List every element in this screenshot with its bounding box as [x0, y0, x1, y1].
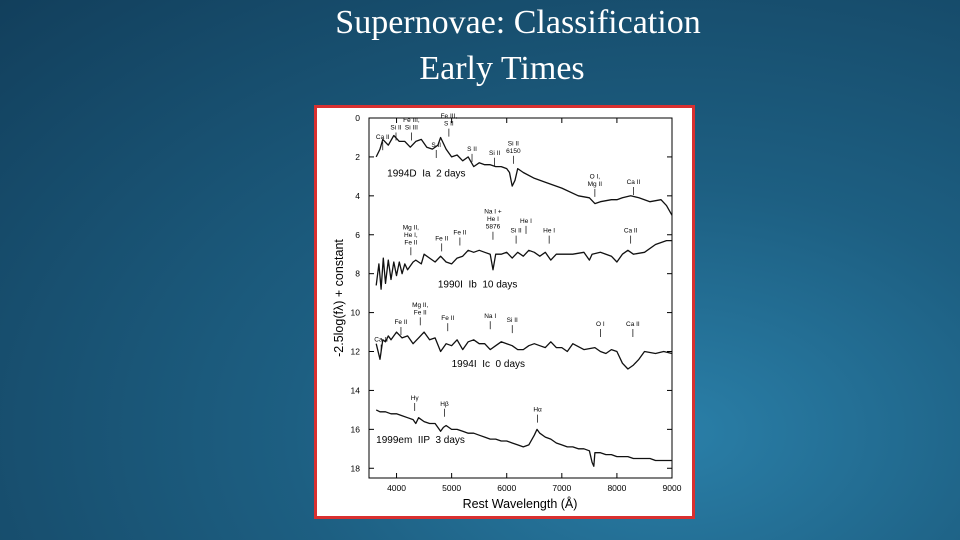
annotation-label: S II: [431, 142, 441, 149]
annotation-label: Mg II: [588, 181, 603, 188]
x-tick-label: 7000: [552, 483, 571, 493]
series-label: 1994I Ic 0 days: [452, 359, 525, 370]
y-tick-label: 4: [355, 191, 360, 201]
annotation-label: He I: [543, 228, 555, 235]
x-tick-label: 4000: [387, 483, 406, 493]
annotation-label: Hα: [533, 407, 542, 414]
annotation-label: He I: [487, 216, 499, 223]
annotation-label: Si II: [508, 140, 519, 147]
series-label: 1999em IIP 3 days: [376, 435, 465, 446]
annotation-label: Fe II: [441, 315, 454, 322]
y-tick-label: 6: [355, 230, 360, 240]
series-label: 1990I Ib 10 days: [438, 279, 518, 290]
annotation-label: O I,: [590, 173, 601, 180]
slide-subtitle: Early Times: [419, 50, 585, 87]
y-axis-ticks: 0 2 4 6 8 10 12 14 16 18: [351, 113, 672, 473]
annotation-label: Si II: [489, 150, 500, 157]
x-tick-label: 6000: [497, 483, 516, 493]
spectrum-line: [375, 239, 672, 290]
annotation-label: Ca II: [374, 337, 388, 344]
annotation-label: Ca II: [626, 321, 640, 328]
annotation-label: Mg II,: [412, 302, 428, 309]
x-tick-label: 5000: [442, 483, 461, 493]
annotation-label: O I: [596, 321, 605, 328]
spectrum-line: [375, 409, 672, 467]
annotation-label: Na I: [484, 313, 496, 320]
y-tick-label: 2: [355, 152, 360, 162]
annotation-label: Na I +: [484, 209, 502, 216]
annotation-label: Mg II,: [403, 224, 419, 231]
x-axis-label: Rest Wavelength (Å): [463, 496, 578, 511]
y-tick-label: 0: [355, 113, 360, 123]
y-tick-label: 8: [355, 269, 360, 279]
x-tick-label: 8000: [607, 483, 626, 493]
annotation-label: He I: [520, 218, 532, 225]
y-tick-label: 16: [351, 424, 361, 434]
annotation-label: Si II: [507, 317, 518, 324]
annotation-label: Fe III,: [441, 113, 458, 120]
annotation-label: Si II: [510, 228, 521, 235]
y-tick-label: 10: [351, 308, 361, 318]
spectra-lines: 1994D Ia 2 days 1990I Ib 10 days 1994I Ic …: [375, 134, 673, 467]
spectrum-line: [375, 331, 673, 370]
spectra-chart: 4000 5000 6000 7000 8000 9000 0 2 4 6 8 10 12 14 16 18…: [332, 113, 682, 511]
annotation-label: Si II: [390, 124, 401, 131]
annotation-label: Hγ: [411, 395, 420, 402]
spectrum-line: [375, 134, 673, 216]
plot-frame: [368, 117, 673, 479]
annotation-label: Fe II: [404, 239, 417, 246]
slide-title: Supernovae: Classification: [335, 4, 701, 41]
y-tick-label: 12: [351, 347, 361, 357]
annotation-label: Fe III,: [403, 117, 420, 124]
y-tick-label: 18: [351, 463, 361, 473]
annotation-label: Hβ: [440, 401, 449, 408]
series-label: 1994D Ia 2 days: [387, 168, 465, 179]
annotation-label: S II: [467, 146, 477, 153]
y-tick-label: 14: [351, 385, 361, 395]
x-tick-label: 9000: [663, 483, 682, 493]
annotation-label: Si III: [405, 124, 418, 131]
annotation-label: Ca II: [624, 228, 638, 235]
annotation-label: He I,: [404, 232, 418, 239]
annotation-label: Ca II: [627, 179, 641, 186]
annotation-label: Ca II: [376, 134, 390, 141]
annotation-label: Fe II: [394, 319, 407, 326]
spectra-figure: 4000 5000 6000 7000 8000 9000 0 2 4 6 8 10 12 14 16 18…: [314, 105, 695, 519]
annotation-label: Fe II: [453, 230, 466, 237]
y-axis-label: -2.5log(fλ) + constant: [332, 239, 346, 357]
annotation-label: 6150: [506, 148, 521, 155]
annotation-label: 5876: [486, 224, 501, 231]
annotation-label: Fe II: [435, 235, 448, 242]
annotation-label: S II: [444, 121, 454, 128]
annotation-label: Fe II: [414, 309, 427, 316]
x-axis-ticks: 4000 5000 6000 7000 8000 9000: [387, 118, 682, 493]
